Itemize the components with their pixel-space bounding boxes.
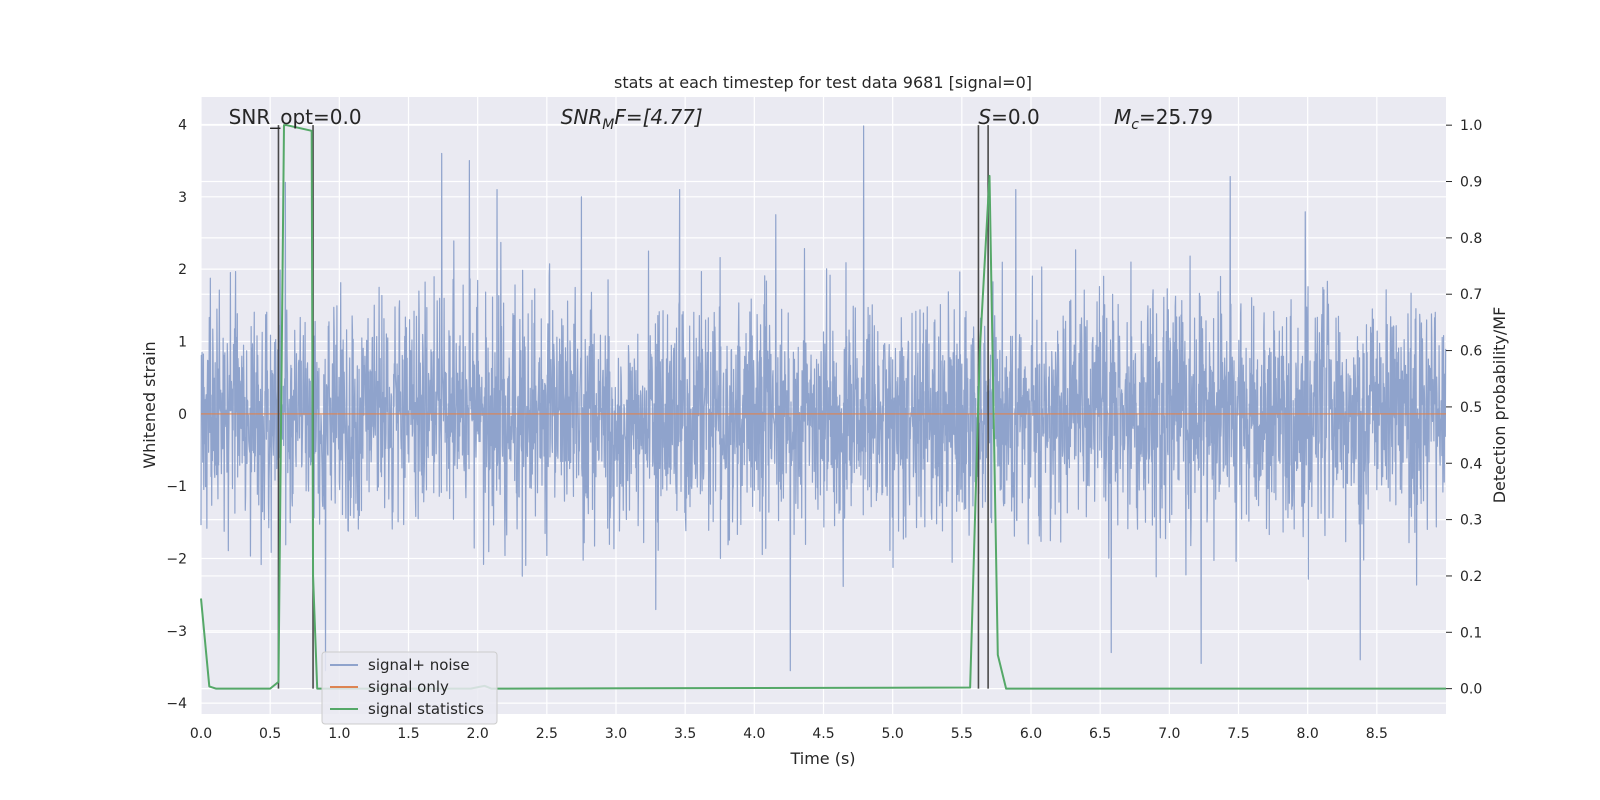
y2-tick-label: 1.0 [1460,118,1482,134]
x-axis-label: Time (s) [789,749,855,768]
y-tick-label: −2 [166,551,187,567]
y2-tick-label: 0.5 [1460,400,1482,416]
legend-label: signal only [368,678,449,696]
series-signal-statistics-line [200,124,1446,690]
y2-tick-label: 0.3 [1460,513,1482,529]
x-tick-label: 1.0 [328,726,350,742]
x-tick-label: 2.0 [467,726,489,742]
x-tick-label: 5.0 [882,726,904,742]
annotation: S=0.0 [978,105,1039,129]
y-tick-labels: −4 −3 −2 −1 0 1 2 3 4 [166,117,187,712]
y2-tick-label: 0.7 [1460,287,1482,303]
x-tick-label: 8.0 [1297,726,1319,742]
x-tick-label: 3.5 [674,726,696,742]
y2-tick-label: 0.6 [1460,344,1482,360]
y2-tick-label: 0.0 [1460,682,1482,698]
x-tick-label: 0.0 [190,726,212,742]
x-tick-label: 8.5 [1366,726,1388,742]
legend-label: signal+ noise [368,656,470,674]
y-tick-label: 2 [178,262,187,278]
annotation: SNR_opt=0.0 [229,105,362,129]
y-tick-label: −1 [166,479,187,495]
x-tick-label: 7.5 [1227,726,1249,742]
x-tick-label: 1.5 [397,726,419,742]
y-tick-label: −4 [166,696,187,712]
y2-tick-label: 0.4 [1460,456,1482,472]
y2-tick-label: 0.8 [1460,231,1482,247]
y2-tick-labels: 0.0 0.1 0.2 0.3 0.4 0.5 0.6 0.7 0.8 0.9 1.0 [1446,118,1482,698]
x-tick-labels: 0.0 0.5 1.0 1.5 2.0 2.5 3.0 3.5 4.0 4.5 5.0 5.5 6.0 6… [190,726,1388,742]
y2-axis-label: Detection probability/MF [1490,307,1509,504]
x-tick-label: 5.5 [951,726,973,742]
y2-tick-label: 0.2 [1460,569,1482,585]
legend: signal+ noise signal only signal statistic… [321,651,498,725]
x-tick-label: 6.5 [1089,726,1111,742]
y-tick-label: 4 [178,117,187,133]
x-tick-label: 0.5 [259,726,281,742]
series-signal-noise-line [200,125,1447,672]
x-tick-label: 7.0 [1158,726,1180,742]
legend-label: signal statistics [368,700,484,718]
noise-layer [200,125,1447,672]
x-tick-label: 4.5 [812,726,834,742]
y-axis-label: Whitened strain [140,341,159,468]
annotation: SNRMF=[4.77] [561,105,703,133]
y-tick-label: 1 [178,334,187,350]
x-tick-label: 3.0 [605,726,627,742]
y-tick-label: 3 [178,190,187,206]
stat-layer [200,124,1446,690]
y2-tick-label: 0.1 [1460,625,1482,641]
x-tick-label: 6.0 [1020,726,1042,742]
annotations: SNR_opt=0.0 SNRMF=[4.77] S=0.0 Mc=25.79 [229,105,1213,133]
legend-box [321,651,498,725]
x-tick-label: 2.5 [536,726,558,742]
annotation: Mc=25.79 [1114,105,1213,133]
y-tick-label: 0 [178,407,187,423]
y-tick-label: −3 [166,624,187,640]
y2-tick-label: 0.9 [1460,175,1482,191]
chart-title: stats at each timestep for test data 968… [614,73,1032,92]
x-tick-label: 4.0 [743,726,765,742]
